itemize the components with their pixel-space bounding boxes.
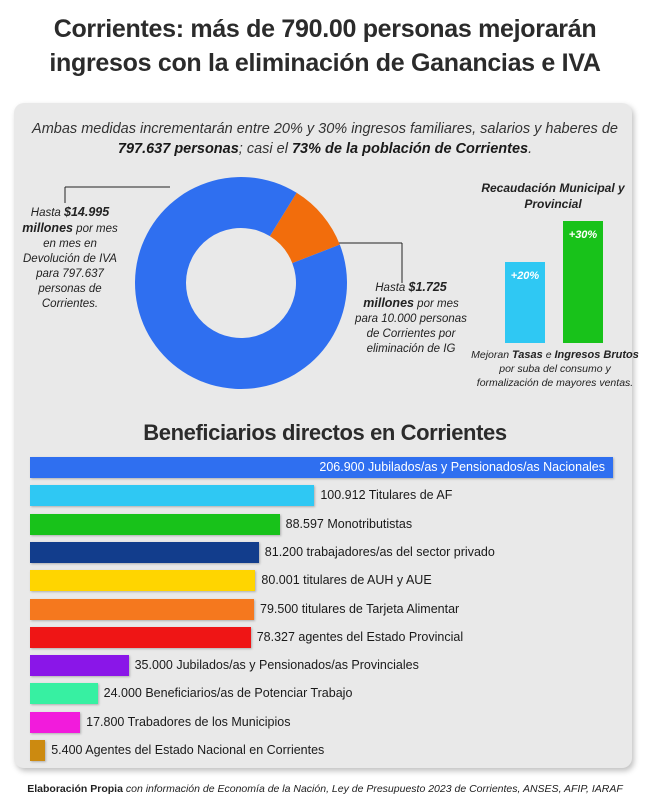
beneficiarios-bar-3 bbox=[30, 541, 259, 563]
headline-line1: Corrientes: más de 790.00 personas mejor… bbox=[53, 15, 597, 43]
recaud-note-tasas: Tasas bbox=[512, 349, 543, 361]
iva-note-prefix: Hasta bbox=[30, 207, 65, 219]
beneficiarios-label-10: 5.400 Agentes del Estado Nacional en Cor… bbox=[51, 743, 325, 757]
recaudacion-title: Recaudación Municipal y Provincial bbox=[481, 181, 625, 211]
beneficiarios-bar-10 bbox=[30, 740, 46, 761]
footer-bold: Elaboración Propia bbox=[27, 783, 123, 795]
beneficiarios-bar-4 bbox=[30, 570, 256, 592]
beneficiarios-label-1: 100.912 Titulares de AF bbox=[320, 488, 453, 503]
iva-note: Hasta $14.995 millones por mes en mes en… bbox=[16, 205, 124, 312]
beneficiarios-label-7: 35.000 Jubilados/as y Pensionados/as Pro… bbox=[134, 658, 419, 673]
headline-line2: ingresos con la eliminación de Ganancias… bbox=[49, 49, 601, 77]
headline: Corrientes: más de 790.00 personas mejor… bbox=[0, 12, 650, 80]
beneficiarios-bar-0 bbox=[30, 457, 613, 478]
intro-bold2: 73% de la población de Corrientes bbox=[291, 141, 529, 157]
ig-note-rest: por mes para 10.000 personas de Corrient… bbox=[355, 298, 467, 355]
beneficiarios-label-2: 88.597 Monotributistas bbox=[285, 516, 413, 531]
iva-note-amount: $14.995 millones bbox=[22, 205, 110, 235]
beneficiarios-label-9: 17.800 Trabadores de los Municipios bbox=[86, 714, 291, 729]
recaud-bar-label-0: +20% bbox=[510, 269, 540, 282]
intro-text: Ambas medidas incrementarán entre 20% y … bbox=[20, 119, 630, 159]
recaud-note-mid: e bbox=[542, 349, 555, 361]
recaud-bar-1 bbox=[563, 221, 603, 343]
beneficiarios-bar-6 bbox=[30, 626, 251, 648]
ig-note-prefix: Hasta bbox=[375, 282, 409, 294]
beneficiarios-bar-8 bbox=[30, 683, 98, 705]
source-footer: Elaboración Propia con información de Ec… bbox=[0, 783, 650, 795]
beneficiarios-label-0: 206.900 Jubilados/as y Pensionados/as Na… bbox=[319, 460, 605, 474]
beneficiarios-bar-2 bbox=[30, 513, 280, 535]
section-title: Beneficiarios directos en Corrientes bbox=[143, 420, 507, 445]
beneficiarios-label-3: 81.200 trabajadores/as del sector privad… bbox=[264, 544, 495, 559]
beneficiarios-bar-1 bbox=[30, 485, 315, 507]
intro-bold1: 797.637 personas bbox=[117, 141, 239, 157]
ig-note-amount: $1.725 millones bbox=[363, 280, 447, 310]
footer-rest: con información de Economía de la Nación… bbox=[122, 783, 623, 795]
beneficiarios-label-4: 80.001 titulares de AUH y AUE bbox=[261, 573, 432, 588]
recaudacion-note: Mejoran Tasas e Ingresos Brutos por suba… bbox=[470, 348, 640, 390]
intro-part3: . bbox=[528, 141, 533, 157]
beneficiarios-label-5: 79.500 titulares de Tarjeta Alimentar bbox=[260, 601, 460, 616]
ig-note: Hasta $1.725 millones por mes para 10.00… bbox=[352, 280, 470, 357]
intro-part2: ; casi el bbox=[238, 141, 292, 157]
recaud-note-iibb: Ingresos Brutos bbox=[554, 349, 639, 361]
recaud-note-post: por suba del consumo y formalización de … bbox=[476, 363, 634, 389]
iva-note-rest: por mes en mes en Devolución de IVA para… bbox=[23, 223, 118, 310]
beneficiarios-label-6: 78.327 agentes del Estado Provincial bbox=[256, 629, 464, 644]
beneficiarios-bar-7 bbox=[30, 655, 129, 677]
beneficiarios-bar-5 bbox=[30, 598, 254, 620]
beneficiarios-label-8: 24.000 Beneficiarios/as de Potenciar Tra… bbox=[103, 686, 353, 701]
recaud-note-pre: Mejoran bbox=[471, 349, 512, 361]
recaud-bar-label-1: +30% bbox=[568, 229, 598, 241]
recaud-bar-0 bbox=[505, 261, 545, 343]
beneficiarios-bar-9 bbox=[30, 711, 81, 733]
intro-part1: Ambas medidas incrementarán entre 20% y … bbox=[32, 121, 618, 137]
